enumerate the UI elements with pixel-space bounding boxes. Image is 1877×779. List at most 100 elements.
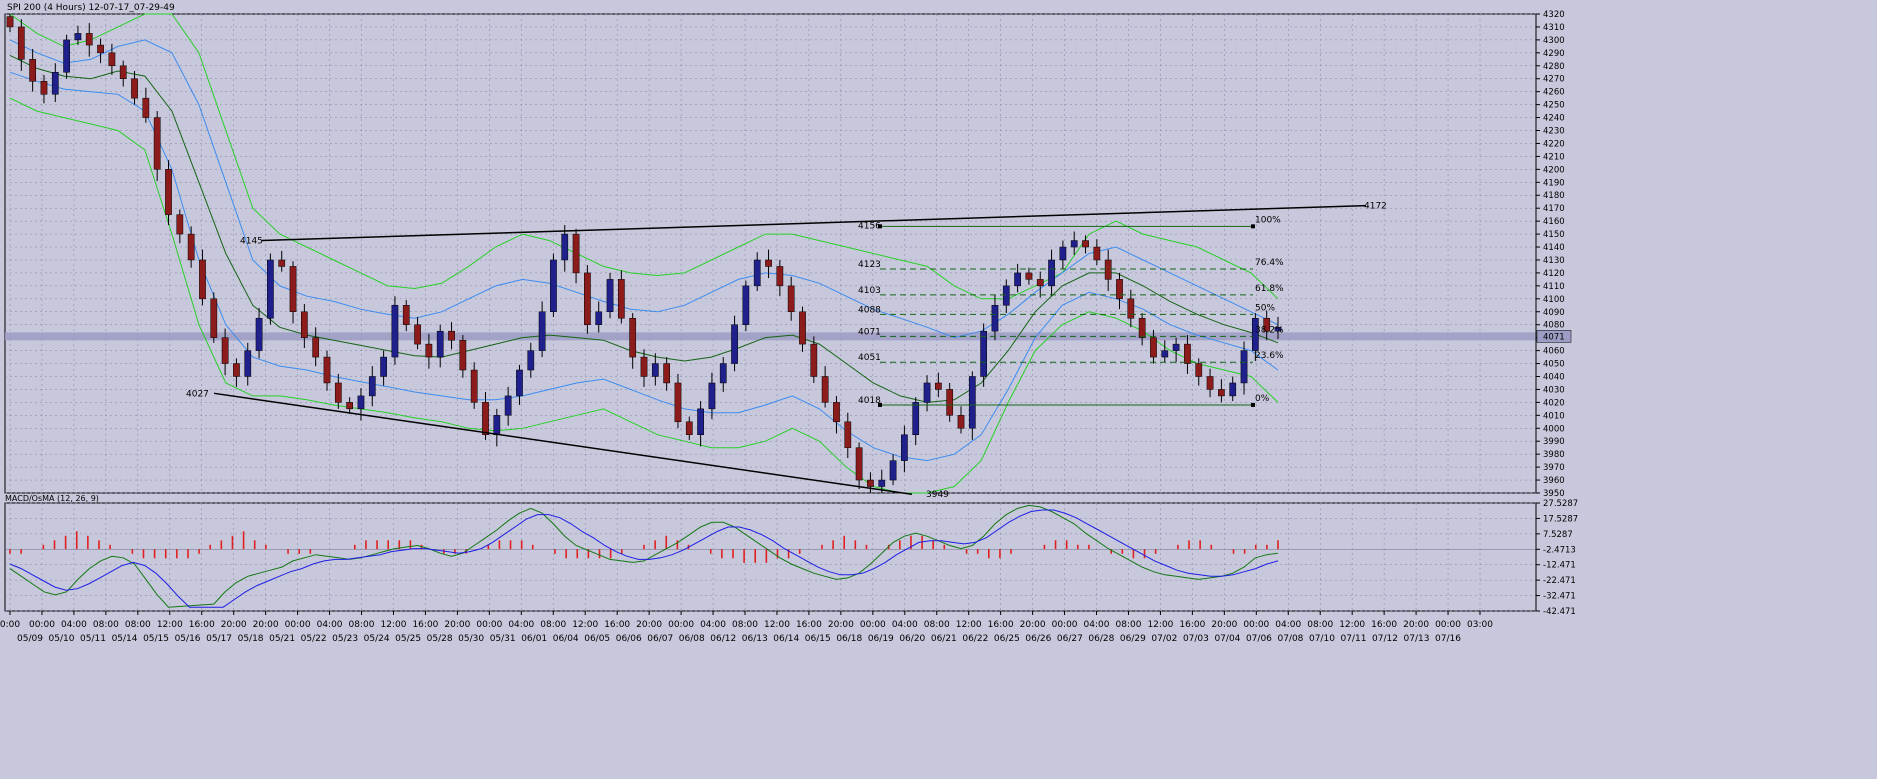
candle	[425, 333, 433, 369]
candle	[233, 358, 240, 387]
annotation-label: 4156	[858, 221, 881, 231]
time-tick-label: 08:00	[732, 620, 758, 630]
date-tick-label: 06/08	[679, 634, 705, 644]
candle	[108, 43, 116, 75]
candle-body	[1184, 343, 1191, 364]
price-tick-label: 4040	[1543, 372, 1565, 382]
date-tick-label: 07/08	[1277, 634, 1303, 644]
candle-body	[527, 350, 535, 371]
bollinger-upper-inner	[9, 39, 1279, 339]
current-price-marker	[1536, 330, 1572, 343]
candle	[561, 225, 569, 272]
candle-body	[97, 44, 104, 54]
date-tick-label: 05/25	[395, 634, 421, 644]
date-tick-label: 06/19	[868, 634, 894, 644]
annotation-label: 4145	[240, 237, 263, 247]
time-tick-label: 08:00	[924, 620, 950, 630]
price-tick-label: 4020	[1543, 398, 1565, 408]
time-tick-label: 0:00	[0, 620, 20, 630]
candle-body	[867, 479, 874, 487]
candle	[1070, 231, 1078, 255]
annotation-label: 4088	[858, 305, 881, 315]
time-tick-label: 20:00	[1211, 620, 1237, 630]
annotation-label: 4172	[1364, 202, 1387, 212]
time-tick-label: 16:00	[796, 620, 822, 630]
candle	[731, 315, 738, 372]
candle	[17, 19, 25, 71]
candle	[685, 416, 693, 440]
candle	[1195, 358, 1203, 386]
candle	[289, 261, 297, 324]
date-tick-label: 07/02	[1151, 634, 1177, 644]
current-price-label: 4071	[1543, 332, 1565, 342]
candle	[527, 342, 535, 378]
time-tick-label: 00:00	[1435, 620, 1461, 630]
candle	[776, 259, 784, 297]
time-tick-label: 12:00	[1339, 620, 1365, 630]
candle-body	[17, 26, 25, 60]
price-tick-label: 4280	[1543, 62, 1565, 72]
bollinger-upper-outer	[9, 13, 1279, 300]
time-tick-label: 20:00	[253, 620, 279, 630]
candle	[1002, 279, 1010, 314]
candle	[629, 313, 637, 369]
candle-body	[357, 395, 365, 410]
price-tick-label: 4320	[1543, 10, 1565, 20]
fibo-level-label: 50%	[1255, 303, 1275, 313]
time-tick-label: 12:00	[956, 620, 982, 630]
price-tick-label: 4000	[1543, 424, 1565, 434]
fibo-handle	[878, 224, 882, 229]
date-tick-label: 06/01	[521, 634, 547, 644]
macd-tick-label: -2.4713	[1543, 545, 1576, 555]
time-tick-label: 12:00	[157, 620, 183, 630]
candle	[1184, 335, 1191, 374]
candle	[991, 294, 999, 341]
candle-body	[63, 39, 70, 73]
price-tick-label: 4170	[1543, 204, 1565, 214]
candle	[504, 386, 512, 426]
candle-body	[1251, 317, 1259, 351]
candle	[934, 372, 942, 398]
time-tick-label: 16:00	[1179, 620, 1205, 630]
price-tick-label: 4200	[1543, 165, 1565, 175]
candle-body	[448, 330, 455, 341]
date-tick-label: 06/18	[836, 634, 862, 644]
candle-body	[674, 382, 682, 423]
candle	[210, 292, 218, 343]
time-tick-label: 20:00	[221, 620, 247, 630]
candle	[1059, 240, 1067, 270]
date-tick-label: 05/09	[17, 634, 43, 644]
date-tick-label: 07/13	[1404, 634, 1430, 644]
macd-panel	[4, 502, 1537, 612]
price-tick-label: 4260	[1543, 88, 1565, 98]
price-axis: 3950 3960 3970 3980 3990 4000 4010 4020 4030 4040…	[1535, 10, 1572, 499]
date-tick-label: 07/12	[1372, 634, 1398, 644]
candle-body	[538, 311, 546, 351]
price-tick-label: 3990	[1543, 437, 1565, 447]
date-tick-label: 07/03	[1183, 634, 1209, 644]
candle	[855, 442, 863, 490]
candle-body	[855, 447, 863, 481]
candle	[40, 74, 48, 104]
candle	[255, 307, 263, 359]
candle-body	[1104, 259, 1112, 280]
candle-body	[131, 78, 138, 99]
annotation-label: 3949	[926, 490, 949, 500]
candle	[414, 316, 421, 350]
price-tick-label: 4250	[1543, 101, 1565, 111]
candle	[833, 395, 840, 434]
candle-body	[821, 376, 829, 403]
candle	[799, 306, 806, 352]
fibo-level-label: 23.6%	[1255, 351, 1284, 361]
time-tick-label: 16:00	[604, 620, 630, 630]
candle-body	[810, 343, 818, 377]
candle-body	[991, 305, 999, 332]
price-tick-label: 4310	[1543, 23, 1565, 33]
candle-body	[1048, 259, 1055, 287]
candle-body	[980, 330, 988, 377]
fibonacci-retracement: 100% 76.4% 61.8% 50% 38.2% 23.6% 0%	[878, 215, 1284, 407]
candle	[1263, 310, 1271, 341]
candle-body	[1206, 376, 1214, 390]
date-tick-label: 05/28	[427, 634, 453, 644]
candle-body	[1082, 240, 1089, 248]
